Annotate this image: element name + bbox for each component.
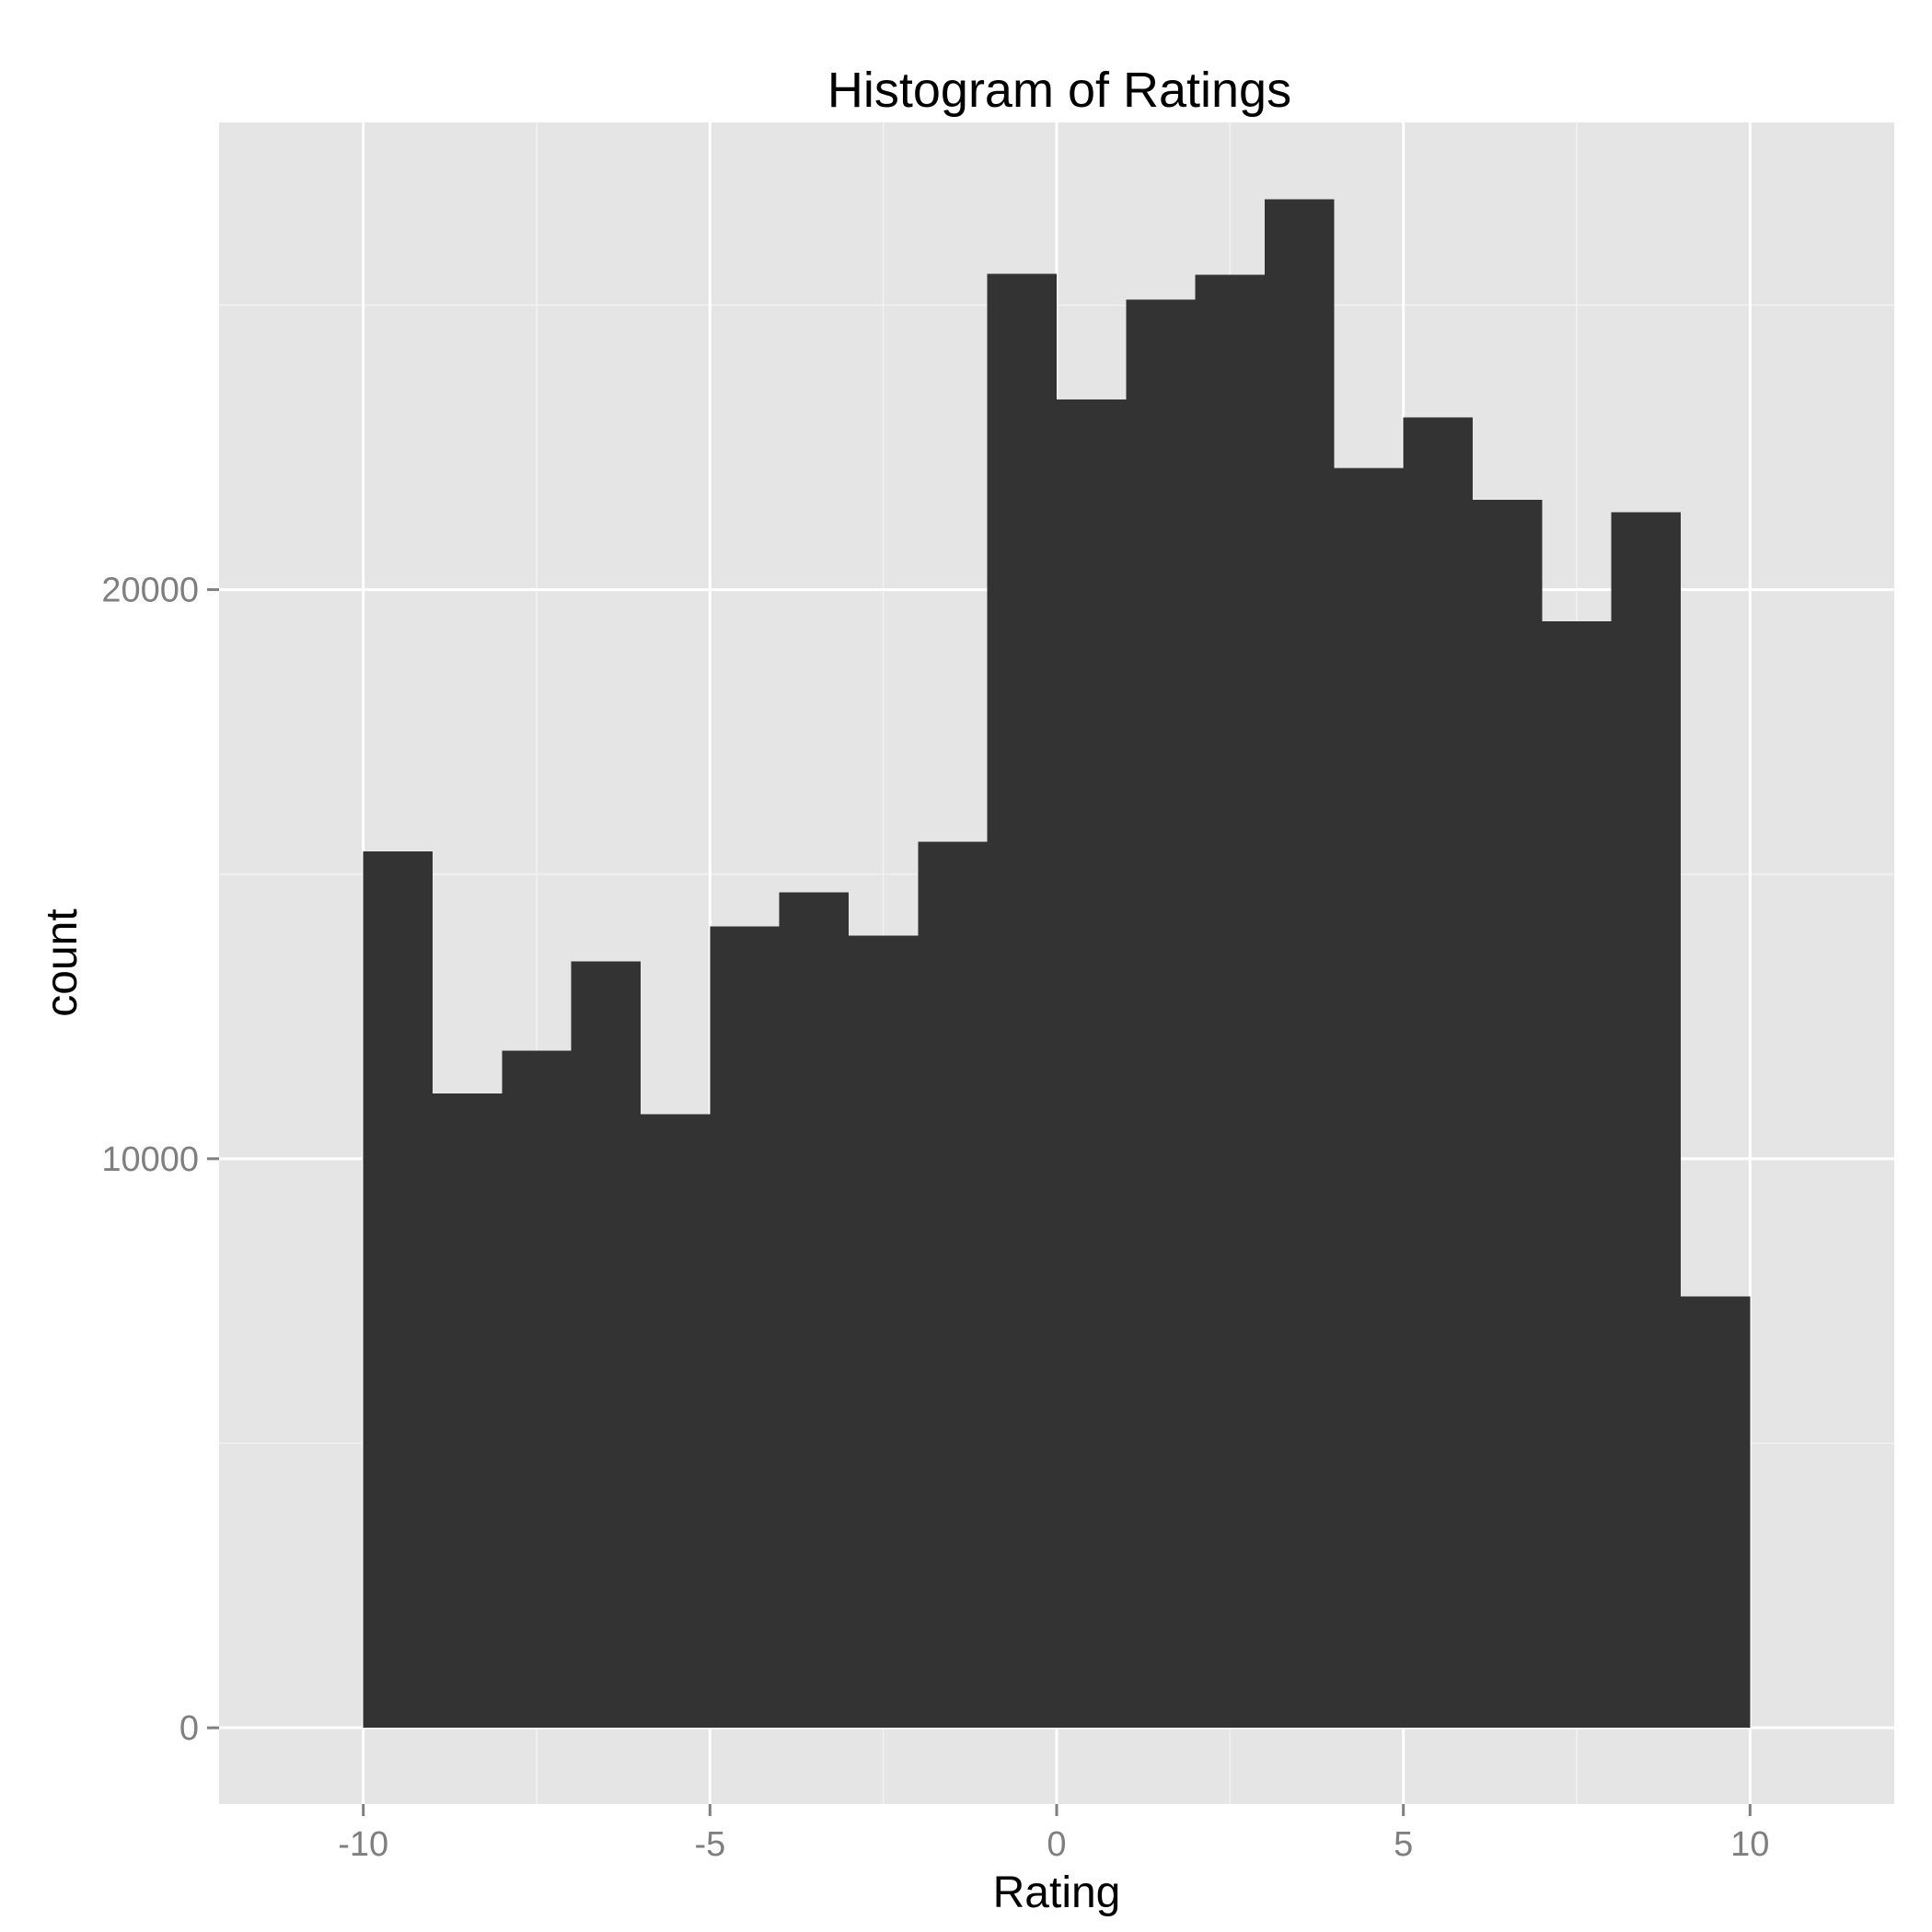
y-axis: 0 10000 20000 (101, 572, 219, 1748)
histogram-bar (502, 1050, 572, 1729)
y-tick-label: 10000 (101, 1140, 199, 1179)
histogram-bar (433, 1093, 503, 1729)
y-axis-title: count (38, 908, 87, 1016)
x-tick-label: 5 (1394, 1825, 1413, 1864)
x-tick-label: -10 (338, 1825, 388, 1864)
histogram-bar (849, 935, 919, 1729)
histogram-bar (1472, 499, 1543, 1729)
histogram-bar (1126, 299, 1196, 1729)
histogram-bar (641, 1114, 711, 1729)
histogram-bar (571, 961, 642, 1729)
y-tick-label: 20000 (101, 572, 199, 610)
histogram-bar (1334, 468, 1404, 1729)
x-tick-label: 0 (1047, 1825, 1066, 1864)
x-tick-label: -5 (694, 1825, 725, 1864)
y-tick-label: 0 (179, 1709, 199, 1748)
histogram-bar (779, 892, 850, 1729)
histogram-bar (1264, 199, 1335, 1729)
histogram-bar (1680, 1296, 1751, 1729)
histogram-bar (1542, 621, 1612, 1729)
histogram-bar (1611, 512, 1681, 1729)
histogram-bar (987, 273, 1057, 1729)
histogram-bar (1403, 417, 1473, 1729)
histogram-bar (918, 841, 988, 1729)
x-tick-label: 10 (1730, 1825, 1769, 1864)
x-axis-title: Rating (993, 1868, 1121, 1917)
histogram-bar (1057, 399, 1127, 1729)
histogram-bar (363, 851, 434, 1729)
x-axis: -10 -5 0 5 10 (338, 1804, 1769, 1864)
histogram-bar (1195, 274, 1265, 1729)
histogram-bar (710, 926, 780, 1729)
chart-title: Histogram of Ratings (827, 63, 1291, 118)
histogram-bars (363, 199, 1751, 1729)
